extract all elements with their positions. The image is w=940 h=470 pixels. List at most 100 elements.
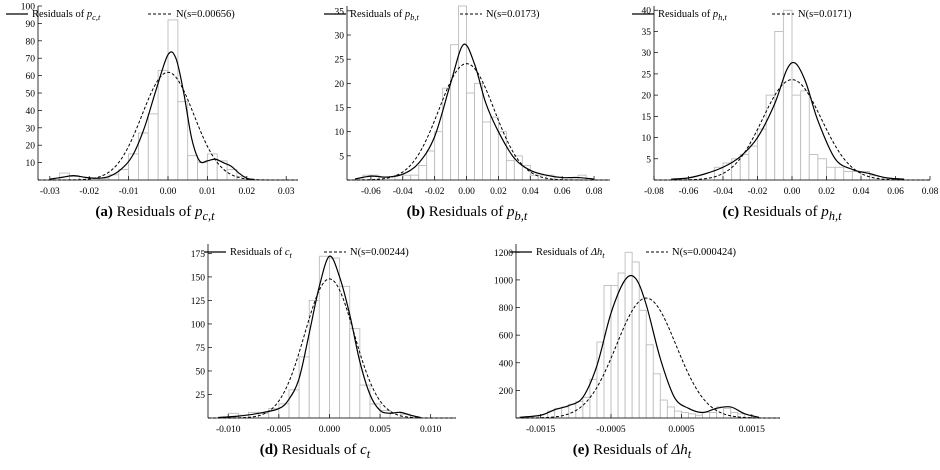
legend-solid-label: Residuals of ph,t [658, 9, 727, 22]
chart-panel-d: -0.010 -0.005 0.000 0.005 0.010 25 50 75 100 125 1… [160, 236, 470, 470]
histogram-bar [450, 44, 460, 181]
y-tick-label: 50 [26, 90, 36, 100]
histogram-bar [426, 150, 436, 181]
legend-dashed-label: N(s=0.000424) [672, 247, 736, 258]
histogram-bar [688, 413, 696, 419]
histogram-bars [547, 251, 746, 419]
histogram-bar [288, 389, 300, 419]
histogram-bar [206, 153, 218, 181]
x-tick-label: -0.0015 [526, 425, 556, 435]
density-curve [519, 274, 760, 418]
y-tick-label: 20 [642, 92, 652, 102]
y-tick-label: 200 [499, 387, 514, 397]
x-tick-label: 0.00 [160, 187, 177, 197]
y-tick-label: 35 [335, 7, 345, 17]
x-tick-label: -0.04 [393, 187, 413, 197]
histogram-bar [410, 174, 420, 181]
legend-solid-label: Residuals of Δht [536, 247, 605, 260]
caption-subscript: h,t [828, 209, 842, 223]
legend-solid-label: Residuals of pb,t [350, 9, 419, 22]
histogram-bar [843, 171, 853, 181]
caption-subscript: c,t [202, 209, 215, 223]
histogram-bar [490, 116, 499, 181]
y-tick-label: 30 [26, 124, 36, 134]
histogram-bar [582, 396, 591, 419]
histogram-bar [800, 90, 810, 181]
histogram-bar [624, 251, 633, 419]
histogram-bar [817, 158, 827, 181]
x-tick-label: 0.0015 [739, 425, 765, 435]
histogram-bar [434, 131, 444, 181]
x-tick-label: 0.08 [922, 187, 939, 197]
caption-letter: (c) [722, 204, 740, 220]
y-tick-label: 175 [191, 250, 206, 260]
x-tick-label: 0.005 [369, 425, 391, 435]
histogram-bar [474, 82, 483, 181]
caption-text: Residuals of [112, 204, 195, 220]
x-tick-label: 0.04 [522, 187, 539, 197]
y-tick-label: 30 [642, 49, 652, 59]
y-tick-label: 400 [499, 359, 514, 369]
histogram-bars [227, 255, 411, 419]
x-tick-label: 0.000 [319, 425, 341, 435]
normal-curve [208, 278, 456, 419]
histogram-bar [702, 412, 711, 419]
chart-svg: -0.010 -0.005 0.000 0.005 0.010 25 50 75 100 125 1… [191, 244, 456, 435]
histogram-bar [442, 87, 452, 181]
density-curve [354, 43, 595, 180]
histogram-bar [610, 284, 619, 419]
legend-dashed-label: N(s=0.00244) [350, 247, 409, 258]
chart-panel-b: -0.06 -0.04 -0.02 0.00 0.02 0.04 0.06 0.08 5 10 15… [312, 0, 622, 232]
x-tick-label: 0.010 [420, 425, 442, 435]
y-tick-label: 40 [26, 107, 36, 117]
histogram-bar [167, 19, 179, 181]
density-curve [218, 255, 421, 419]
x-tick-label: -0.02 [425, 187, 445, 197]
histogram-bar [187, 155, 198, 181]
legend-solid-label: Residuals of ct [230, 247, 293, 260]
caption-text: Residuals of [739, 204, 822, 220]
y-tick-label: 25 [196, 391, 206, 401]
legend-dashed-label: N(s=0.0173) [486, 9, 540, 20]
histogram-bar [757, 128, 767, 181]
histogram-bar [147, 113, 159, 181]
legend-solid-label: Residuals of pc,t [32, 9, 101, 22]
y-tick-label: 75 [196, 344, 206, 354]
y-tick-label: 25 [642, 70, 652, 80]
y-tick-label: 800 [499, 304, 514, 314]
histogram-bar [808, 154, 819, 181]
x-tick-label: 0.08 [586, 187, 603, 197]
x-tick-label: -0.06 [679, 187, 699, 197]
caption-letter: (e) [572, 442, 590, 458]
histogram-bar [505, 160, 515, 181]
x-tick-label: 0.02 [238, 187, 255, 197]
caption-subscript: t [687, 447, 692, 461]
x-tick-label: 0.0005 [668, 425, 694, 435]
histogram-bar [369, 403, 381, 419]
histogram-bar [638, 309, 647, 419]
histogram-bar [458, 5, 467, 181]
histogram-bar [782, 9, 793, 181]
histogram-bar [226, 169, 238, 181]
x-tick-label: -0.0005 [596, 425, 626, 435]
y-tick-label: 1200 [494, 249, 513, 259]
x-tick-label: 0.06 [554, 187, 571, 197]
histogram-bar [723, 407, 732, 419]
histogram-bar [680, 412, 689, 419]
histogram-bars [362, 5, 587, 181]
histogram-bars [713, 9, 879, 181]
chart-svg: -0.08 -0.06 -0.04 -0.02 0.00 0.02 0.04 0.06 0.08… [632, 6, 939, 197]
y-tick-label: 150 [191, 273, 206, 283]
x-tick-label: -0.005 [267, 425, 292, 435]
chart-svg: -0.03 -0.02 -0.01 0.00 0.01 0.02 0.03 10 20 30 40 5… [6, 3, 298, 197]
caption-text: Residuals of [278, 442, 361, 458]
histogram-bar [466, 92, 475, 181]
histogram-bar [589, 378, 598, 419]
x-tick-label: -0.06 [361, 187, 381, 197]
chart-caption: (d) Residuals of ct [160, 442, 470, 462]
histogram-bar [730, 412, 739, 419]
caption-symbol: c [360, 442, 367, 458]
caption-symbol: Δh [671, 442, 688, 458]
histogram-bar [739, 154, 750, 181]
y-tick-label: 125 [191, 297, 206, 307]
